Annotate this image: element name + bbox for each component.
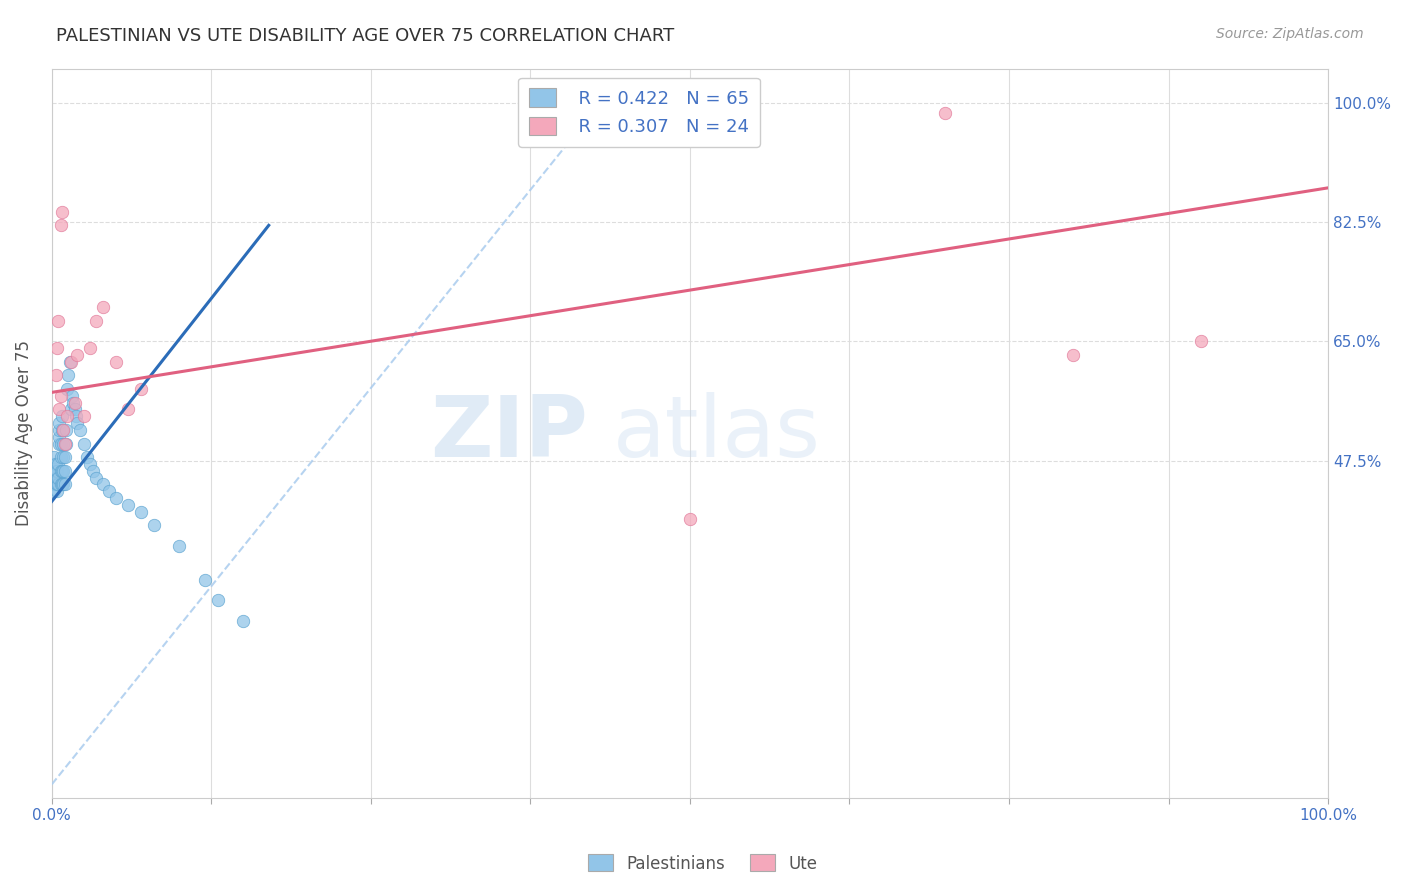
- Point: [232, 614, 254, 628]
- Point: [79, 457, 101, 471]
- Point: [82, 464, 104, 478]
- Point: [49, 477, 72, 491]
- Point: [45, 484, 67, 499]
- Point: [73, 409, 96, 424]
- Point: [56, 382, 79, 396]
- Point: [66, 348, 89, 362]
- Point: [117, 402, 139, 417]
- Point: [53, 450, 76, 465]
- Point: [104, 491, 127, 505]
- Point: [44, 464, 66, 478]
- Point: [45, 341, 67, 355]
- Point: [46, 457, 69, 471]
- Legend:   R = 0.422   N = 65,   R = 0.307   N = 24: R = 0.422 N = 65, R = 0.307 N = 24: [517, 78, 759, 147]
- Point: [49, 464, 72, 478]
- Point: [44, 477, 66, 491]
- Point: [51, 409, 73, 424]
- Point: [169, 539, 191, 553]
- Point: [679, 511, 702, 525]
- Point: [49, 436, 72, 450]
- Point: [49, 219, 72, 233]
- Point: [58, 368, 80, 383]
- Point: [53, 477, 76, 491]
- Point: [1189, 334, 1212, 349]
- Point: [46, 314, 69, 328]
- Point: [52, 477, 75, 491]
- Point: [48, 436, 70, 450]
- Point: [51, 204, 73, 219]
- Point: [934, 106, 956, 120]
- Point: [45, 470, 67, 484]
- Point: [63, 402, 86, 417]
- Point: [52, 450, 75, 465]
- Y-axis label: Disability Age Over 75: Disability Age Over 75: [15, 340, 32, 526]
- Point: [46, 470, 69, 484]
- Point: [55, 423, 77, 437]
- Point: [46, 477, 69, 491]
- Point: [55, 436, 77, 450]
- Point: [63, 395, 86, 409]
- Point: [51, 477, 73, 491]
- Point: [45, 464, 67, 478]
- Point: [129, 382, 152, 396]
- Point: [60, 389, 83, 403]
- Point: [42, 477, 65, 491]
- Point: [86, 314, 108, 328]
- Point: [91, 477, 114, 491]
- Text: atlas: atlas: [613, 392, 821, 475]
- Point: [59, 402, 82, 417]
- Point: [53, 464, 76, 478]
- Point: [44, 450, 66, 465]
- Point: [207, 593, 229, 607]
- Point: [142, 518, 165, 533]
- Point: [59, 354, 82, 368]
- Point: [59, 354, 82, 368]
- Point: [45, 457, 67, 471]
- Point: [45, 368, 67, 383]
- Point: [42, 457, 65, 471]
- Point: [48, 402, 70, 417]
- Point: [48, 430, 70, 444]
- Point: [49, 389, 72, 403]
- Point: [52, 464, 75, 478]
- Point: [49, 450, 72, 465]
- Point: [45, 477, 67, 491]
- Point: [52, 423, 75, 437]
- Point: [194, 573, 217, 587]
- Point: [76, 450, 98, 465]
- Point: [98, 484, 121, 499]
- Text: Source: ZipAtlas.com: Source: ZipAtlas.com: [1216, 27, 1364, 41]
- Point: [44, 484, 66, 499]
- Text: ZIP: ZIP: [430, 392, 588, 475]
- Point: [45, 464, 67, 478]
- Point: [69, 423, 91, 437]
- Point: [117, 498, 139, 512]
- Point: [42, 464, 65, 478]
- Point: [1062, 348, 1084, 362]
- Text: PALESTINIAN VS UTE DISABILITY AGE OVER 75 CORRELATION CHART: PALESTINIAN VS UTE DISABILITY AGE OVER 7…: [56, 27, 675, 45]
- Point: [51, 464, 73, 478]
- Point: [91, 300, 114, 314]
- Point: [62, 395, 84, 409]
- Point: [129, 505, 152, 519]
- Legend: Palestinians, Ute: Palestinians, Ute: [582, 847, 824, 880]
- Point: [48, 416, 70, 430]
- Point: [48, 423, 70, 437]
- Point: [66, 416, 89, 430]
- Point: [79, 341, 101, 355]
- Point: [45, 470, 67, 484]
- Point: [86, 470, 108, 484]
- Point: [42, 470, 65, 484]
- Point: [56, 409, 79, 424]
- Point: [52, 436, 75, 450]
- Point: [73, 436, 96, 450]
- Point: [45, 477, 67, 491]
- Point: [65, 409, 87, 424]
- Point: [104, 354, 127, 368]
- Point: [51, 423, 73, 437]
- Point: [53, 436, 76, 450]
